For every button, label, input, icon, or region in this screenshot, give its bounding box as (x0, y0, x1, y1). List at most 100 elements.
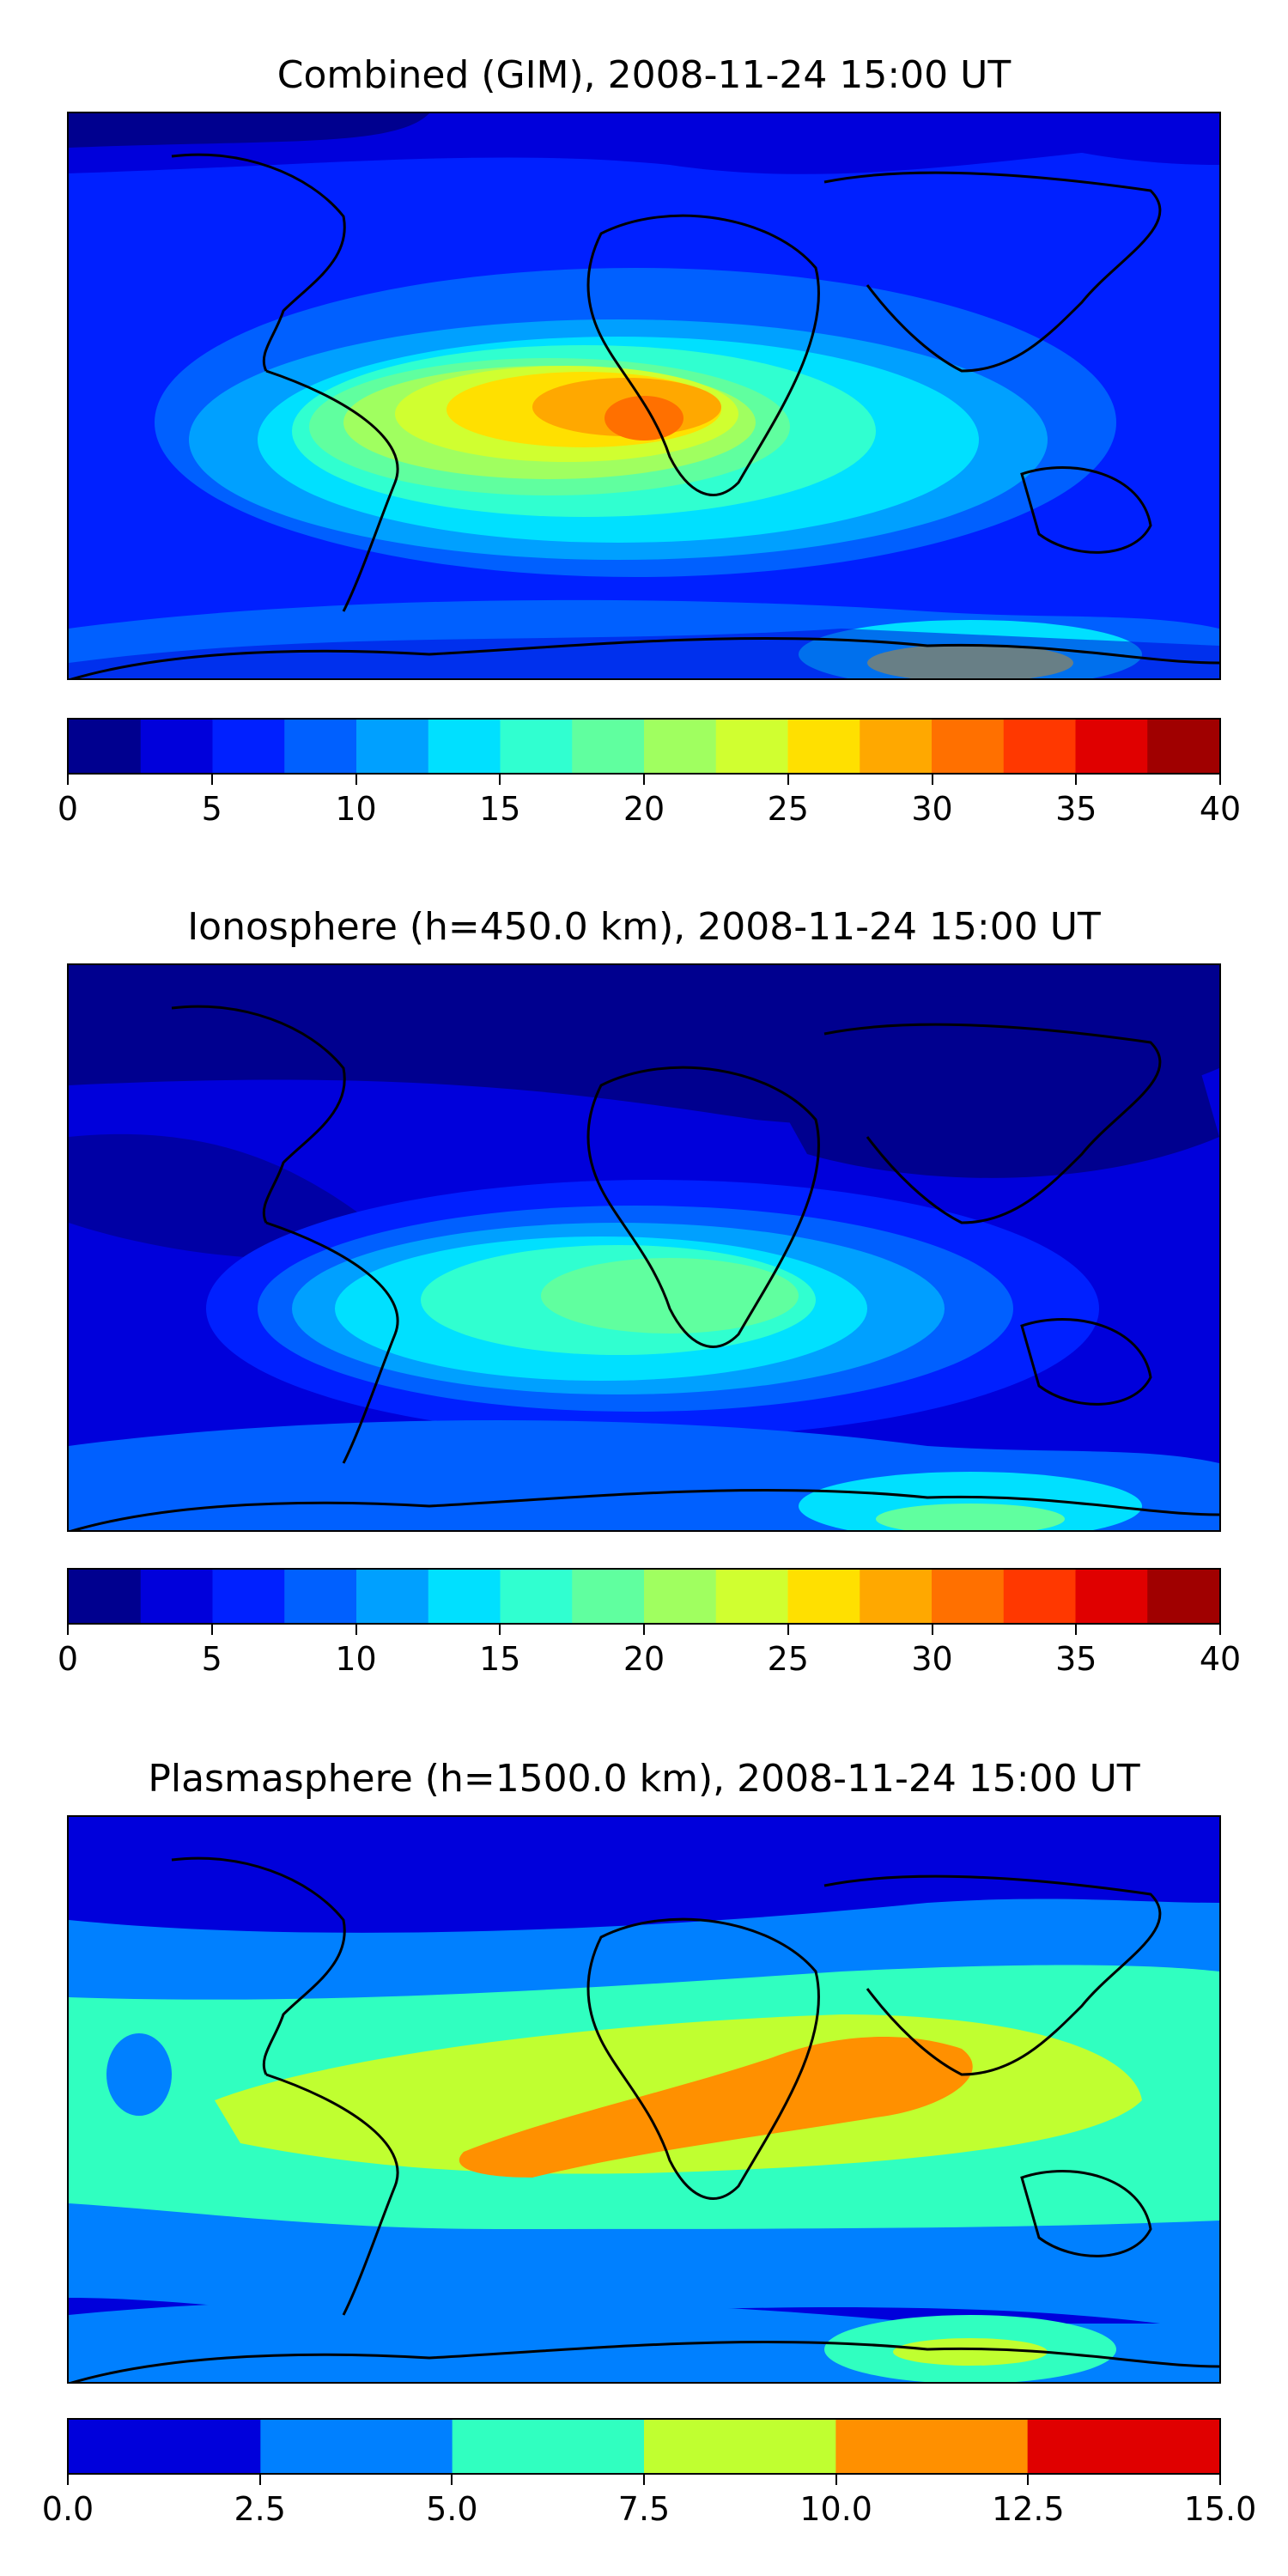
colorbar-tick-label: 0 (57, 1640, 79, 1678)
colorbar-tick (67, 2475, 69, 2485)
colorbar-tick (643, 1625, 645, 1635)
colorbar-tick (643, 775, 645, 785)
chart-title-combined: Combined (GIM), 2008-11-24 15:00 UT (276, 53, 1012, 97)
colorbar-swatch (260, 2420, 453, 2473)
colorbar-tick (499, 775, 501, 785)
colorbar-tick (258, 2475, 261, 2485)
colorbar-tick-label: 15 (479, 1640, 521, 1678)
colorbar-swatch (356, 720, 429, 773)
colorbar-tick-label: 35 (1055, 1640, 1097, 1678)
colorbar-tick-label: 20 (623, 1640, 665, 1678)
colorbar-tick (451, 2475, 453, 2485)
colorbar-swatch (787, 720, 860, 773)
heatmap-plasmasphere (69, 1817, 1219, 2382)
colorbar-swatch (452, 2420, 645, 2473)
colorbar-swatch (284, 1570, 357, 1623)
colorbar-swatch (69, 720, 142, 773)
colorbar-swatch (1147, 1570, 1219, 1623)
colorbar-swatch (572, 1570, 645, 1623)
colorbar-tick (355, 775, 357, 785)
colorbar-swatch (1003, 1570, 1076, 1623)
colorbar-swatch (715, 1570, 788, 1623)
colorbar-swatch (835, 2420, 1029, 2473)
colorbar-tick-label: 15 (479, 790, 521, 828)
colorbar-tick-label: 10 (335, 790, 377, 828)
colorbar-tick-label: 35 (1055, 790, 1097, 828)
colorbar-tick (835, 2475, 837, 2485)
colorbar-ticks-plasmasphere: 0.0 2.5 5.0 7.5 10.0 12.5 15.0 (42, 2475, 1256, 2528)
colorbar-swatches-ionosphere (69, 1570, 1219, 1623)
colorbar-tick (1219, 775, 1221, 785)
colorbar-swatches-combined (69, 720, 1219, 773)
colorbar-tick (787, 1625, 789, 1635)
colorbar-tick-label: 0.0 (41, 2490, 94, 2528)
colorbar-swatch (644, 1570, 717, 1623)
colorbar-swatch (715, 720, 788, 773)
colorbar-swatch (932, 720, 1005, 773)
colorbar-combined (67, 718, 1221, 775)
colorbar-tick (210, 775, 213, 785)
colorbar-tick (1219, 2475, 1221, 2485)
colorbar-ticks-combined: 0 5 10 15 20 25 30 35 40 (58, 775, 1241, 828)
map-plasmasphere (67, 1815, 1221, 2384)
colorbar-tick-label: 15.0 (1183, 2490, 1257, 2528)
map-ionosphere (67, 963, 1221, 1532)
colorbar-tick-label: 25 (767, 790, 809, 828)
colorbar-swatch (932, 1570, 1005, 1623)
colorbar-swatch (1027, 2420, 1219, 2473)
colorbar-tick-label: 5 (201, 790, 222, 828)
colorbar-tick-label: 30 (911, 1640, 953, 1678)
colorbar-tick (1027, 2475, 1030, 2485)
colorbar-tick (67, 775, 69, 785)
colorbar-tick (1075, 775, 1078, 785)
colorbar-tick-label: 10.0 (799, 2490, 872, 2528)
colorbar-swatch (428, 720, 501, 773)
colorbar-swatch (644, 720, 717, 773)
colorbar-swatch (644, 2420, 836, 2473)
colorbar-swatch (1075, 720, 1148, 773)
colorbar-tick (499, 1625, 501, 1635)
colorbar-tick-label: 25 (767, 1640, 809, 1678)
colorbar-swatch (500, 720, 573, 773)
chart-title-ionosphere: Ionosphere (h=450.0 km), 2008-11-24 15:0… (187, 905, 1101, 949)
colorbar-swatch (140, 720, 213, 773)
chart-title-plasmasphere: Plasmasphere (h=1500.0 km), 2008-11-24 1… (148, 1757, 1140, 1801)
colorbar-tick-label: 30 (911, 790, 953, 828)
colorbar-tick (1075, 1625, 1078, 1635)
colorbar-tick (67, 1625, 69, 1635)
colorbar-plasmasphere (67, 2418, 1221, 2475)
colorbar-swatch (860, 1570, 933, 1623)
colorbar-ticks-ionosphere: 0 5 10 15 20 25 30 35 40 (58, 1625, 1241, 1678)
colorbar-tick-label: 5.0 (426, 2490, 478, 2528)
colorbar-swatch (284, 720, 357, 773)
colorbar-swatch (356, 1570, 429, 1623)
colorbar-tick (643, 2475, 645, 2485)
colorbar-swatch (787, 1570, 860, 1623)
colorbar-swatch (1003, 720, 1076, 773)
colorbar-tick-label: 0 (57, 790, 79, 828)
colorbar-tick-label: 40 (1199, 790, 1242, 828)
heatmap-combined (69, 113, 1219, 678)
colorbar-tick (931, 775, 933, 785)
colorbar-swatch (69, 2420, 261, 2473)
colorbar-swatch (500, 1570, 573, 1623)
colorbar-swatch (572, 720, 645, 773)
colorbar-ionosphere (67, 1568, 1221, 1625)
colorbar-swatch (140, 1570, 213, 1623)
colorbar-tick-label: 40 (1199, 1640, 1242, 1678)
colorbar-tick (931, 1625, 933, 1635)
map-combined (67, 112, 1221, 680)
colorbar-tick (787, 775, 789, 785)
colorbar-tick-label: 12.5 (992, 2490, 1065, 2528)
colorbar-swatch (1147, 720, 1219, 773)
colorbar-swatch (860, 720, 933, 773)
colorbar-tick (355, 1625, 357, 1635)
colorbar-swatch (212, 720, 285, 773)
colorbar-tick-label: 5 (201, 1640, 222, 1678)
colorbar-tick (210, 1625, 213, 1635)
colorbar-swatch (1075, 1570, 1148, 1623)
colorbar-tick-label: 20 (623, 790, 665, 828)
colorbar-swatch (69, 1570, 142, 1623)
colorbar-tick-label: 2.5 (234, 2490, 286, 2528)
colorbar-swatch (428, 1570, 501, 1623)
